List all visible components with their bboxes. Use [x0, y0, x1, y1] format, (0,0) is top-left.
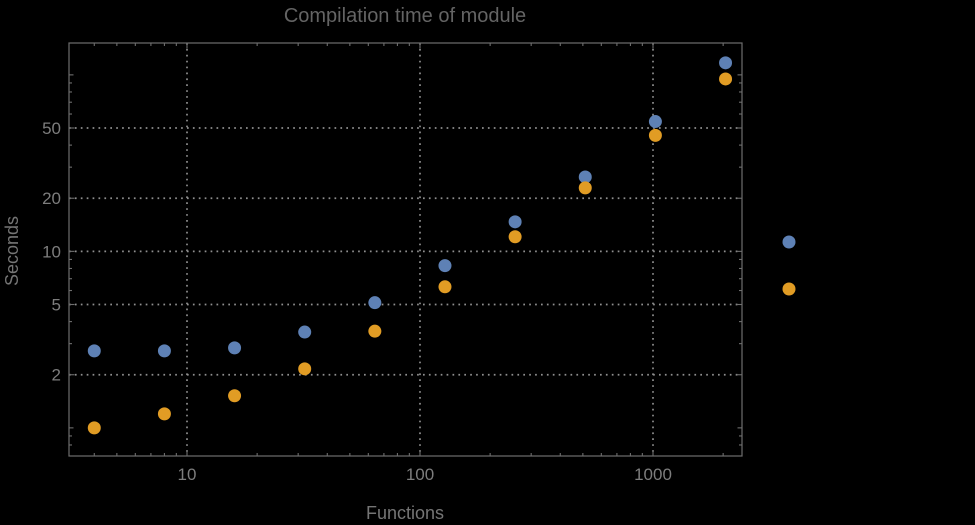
data-point-series-1 [438, 259, 452, 273]
y-tick-label: 10 [42, 242, 61, 261]
data-point-series-2 [648, 128, 662, 142]
data-point-series-2 [438, 280, 452, 294]
data-point-series-2 [578, 181, 592, 195]
x-axis-label: Functions [365, 503, 445, 523]
data-point-series-1 [508, 215, 522, 229]
data-point-series-2 [228, 389, 242, 403]
data-point-series-1 [87, 344, 101, 358]
data-point-series-1 [368, 296, 382, 310]
data-point-series-2 [719, 72, 733, 86]
x-tick-label: 10 [178, 465, 197, 484]
y-tick-label: 50 [42, 119, 61, 138]
x-tick-label: 100 [406, 465, 434, 484]
y-tick-label: 5 [52, 296, 61, 315]
y-axis-label: Seconds [2, 215, 22, 287]
y-tick-label: 2 [52, 366, 61, 385]
data-point-series-2 [508, 230, 522, 244]
data-point-series-1 [228, 341, 242, 355]
data-point-series-1 [648, 115, 662, 129]
chart-title: Compilation time of module [283, 5, 527, 27]
data-point-series-1 [578, 170, 592, 184]
legend-marker-2 [782, 282, 796, 296]
data-point-series-2 [87, 421, 101, 435]
x-tick-label: 1000 [634, 465, 672, 484]
y-tick-label: 20 [42, 189, 61, 208]
legend-marker-1 [782, 235, 796, 249]
data-point-series-1 [719, 56, 733, 70]
plot-frame [68, 42, 743, 457]
data-point-series-2 [157, 407, 171, 421]
data-point-series-1 [298, 325, 312, 339]
data-point-series-1 [157, 344, 171, 358]
data-point-series-2 [298, 362, 312, 376]
data-point-series-2 [368, 324, 382, 338]
